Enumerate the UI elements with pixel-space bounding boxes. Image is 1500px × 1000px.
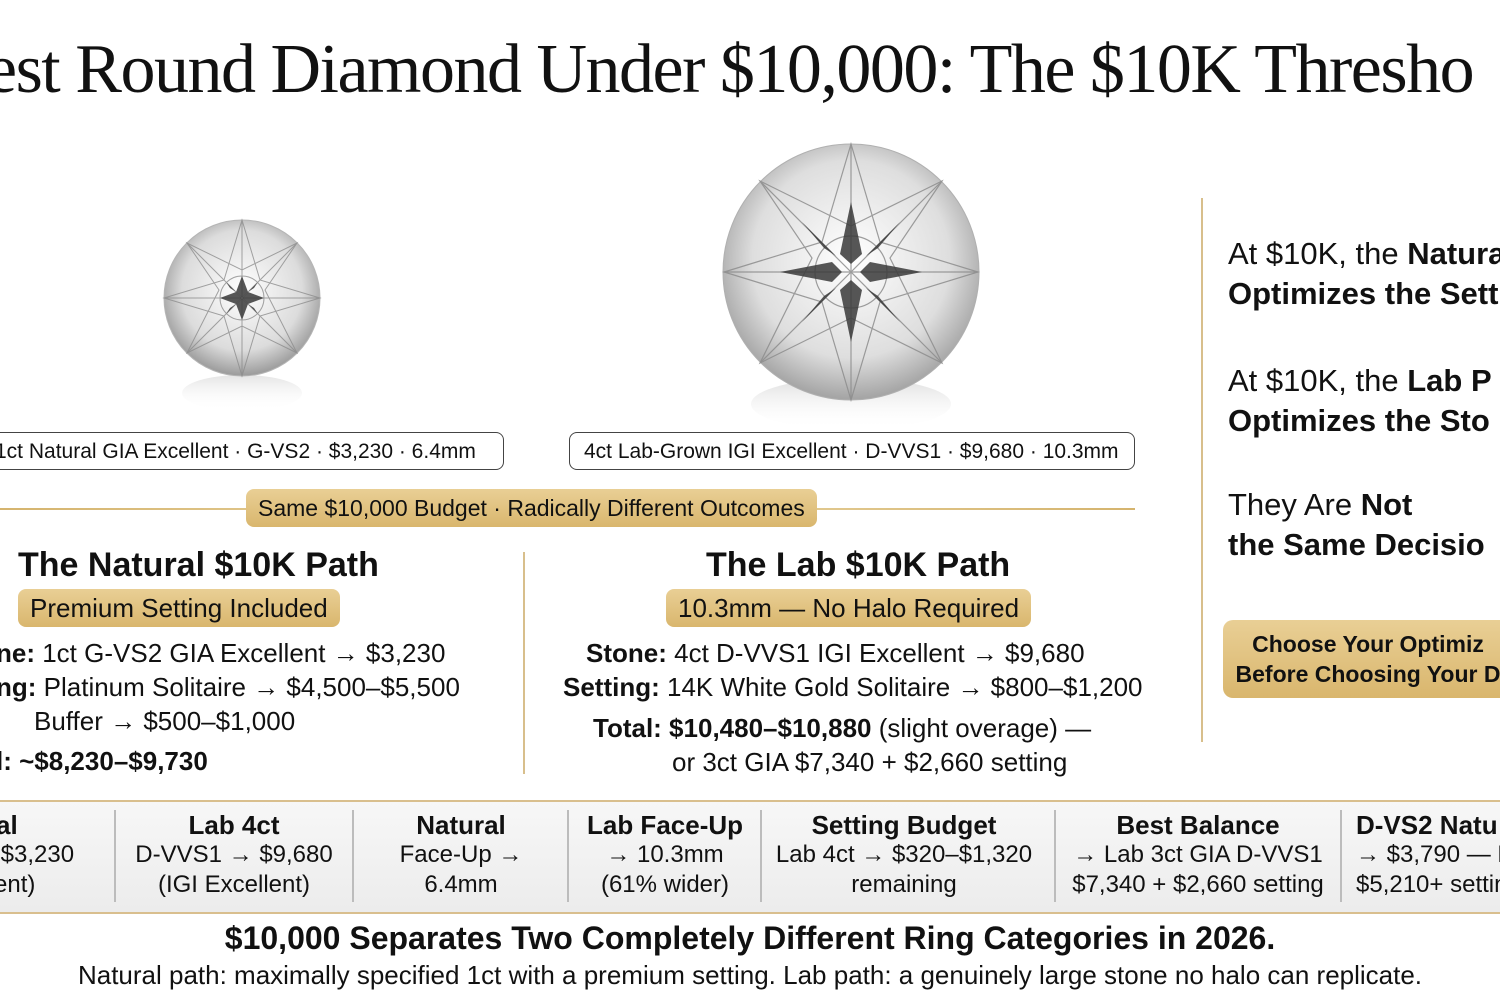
stat-divider	[567, 810, 569, 902]
natural-spec-text: 1ct Natural GIA Excellent · G-VS2 · $3,2…	[0, 440, 476, 463]
natural-buffer-line: Buffer → $500–$1,000	[34, 706, 295, 737]
natural-setting-label: ng:	[0, 672, 37, 702]
lab-setting-label: Setting:	[563, 672, 660, 702]
stat-line-1: D-VVS1 → $9,680	[135, 841, 333, 868]
stat-line-2: ellent)	[0, 871, 36, 898]
cta-line-2: Before Choosing Your D	[1235, 661, 1500, 687]
natural-block-pre: At $10K, the	[1228, 236, 1408, 271]
stat-head: D-VS2 Natu	[1356, 810, 1498, 840]
lab-path-title: The Lab $10K Path	[706, 546, 1011, 584]
natural-stone-line: ne: 1ct G-VS2 GIA Excellent → $3,230	[0, 638, 445, 669]
lab-spec-text: 4ct Lab-Grown IGI Excellent · D-VVS1 · $…	[584, 440, 1119, 463]
stat-cell-natural-1ct: ural → $3,230 ellent)	[0, 810, 110, 900]
lab-diamond-image	[720, 142, 982, 432]
stat-line-2: 6.4mm	[424, 871, 498, 898]
stat-divider	[114, 810, 116, 902]
lab-setting-value: 14K White Gold Solitaire → $800–$1,200	[659, 672, 1143, 702]
stat-line-1: Face-Up →	[399, 841, 523, 868]
stat-cell-natural-faceup: Natural Face-Up → 6.4mm	[356, 810, 566, 900]
stat-line-2: (IGI Excellent)	[157, 871, 311, 898]
lab-alternative-line: or 3ct GIA $7,340 + $2,660 setting	[672, 747, 1067, 778]
decision-block-emph: Not	[1360, 487, 1413, 522]
natural-stone-label: ne:	[0, 638, 35, 668]
budget-banner: Same $10,000 Budget · Radically Differen…	[246, 489, 817, 527]
stat-cell-lab-4ct: Lab 4ct D-VVS1 → $9,680 (IGI Excellent)	[120, 810, 348, 900]
stat-cell-dvs2-natural: D-VS2 Natu → $3,790 — D $5,210+ settin	[1356, 810, 1500, 900]
stat-cell-setting-budget: Setting Budget Lab 4ct → $320–$1,320 rem…	[766, 810, 1042, 900]
stat-cell-lab-faceup: Lab Face-Up → 10.3mm (61% wider)	[570, 810, 760, 900]
lab-path-tag: 10.3mm — No Halo Required	[666, 589, 1032, 627]
lab-total-line: Total: $10,480–$10,880 (slight overage) …	[593, 713, 1091, 744]
stat-line-1: Lab 4ct → $320–$1,320	[775, 841, 1033, 868]
column-divider	[523, 552, 525, 774]
lab-total-value: (slight overage) —	[871, 713, 1092, 743]
stat-head: ural	[0, 810, 18, 840]
stat-cell-best-balance: Best Balance → Lab 3ct GIA D-VVS1 $7,340…	[1060, 810, 1336, 900]
stat-divider	[352, 810, 354, 902]
not-same-decision-block: They Are Not the Same Decisio	[1228, 485, 1485, 565]
stat-line-1: → $3,230	[0, 841, 75, 868]
footer-subtext: Natural path: maximally specified 1ct wi…	[77, 960, 1423, 990]
right-panel-divider	[1201, 198, 1203, 742]
natural-total-line: l: ~$8,230–$9,730	[0, 746, 208, 777]
lab-setting-line: Setting: 14K White Gold Solitaire → $800…	[563, 672, 1143, 703]
stat-line-1: → $3,790 — D	[1356, 841, 1500, 868]
cta-line-1: Choose Your Optimiz	[1252, 631, 1484, 657]
stat-line-2: $5,210+ settin	[1356, 871, 1500, 898]
lab-block-emph: Lab P	[1407, 363, 1492, 398]
stat-line-2: $7,340 + $2,660 setting	[1072, 871, 1324, 898]
decision-block-line2: the Same Decisio	[1228, 527, 1485, 562]
stat-head: Natural	[416, 810, 506, 840]
lab-block-pre: At $10K, the	[1228, 363, 1408, 398]
natural-stone-value: 1ct G-VS2 GIA Excellent → $3,230	[35, 638, 446, 668]
natural-setting-value: Platinum Solitaire → $4,500–$5,500	[36, 672, 460, 702]
lab-spec-label: 4ct Lab-Grown IGI Excellent · D-VVS1 · $…	[569, 432, 1135, 470]
lab-stone-value: 4ct D-VVS1 IGI Excellent → $9,680	[666, 638, 1085, 668]
natural-buffer-value: Buffer → $500–$1,000	[34, 706, 296, 736]
lab-stone-label: Stone:	[586, 638, 667, 668]
natural-spec-label: 1ct Natural GIA Excellent · G-VS2 · $3,2…	[0, 432, 504, 470]
stat-head: Lab Face-Up	[586, 810, 744, 840]
natural-block-line2: Optimizes the Sett	[1228, 276, 1499, 311]
stat-head: Setting Budget	[811, 810, 997, 840]
stat-line-2: (61% wider)	[600, 871, 730, 898]
stat-line-2: remaining	[851, 871, 957, 898]
stat-divider	[1054, 810, 1056, 902]
stat-line-1: → 10.3mm	[606, 841, 724, 868]
lab-total-label: Total: $10,480–$10,880	[593, 713, 872, 743]
lab-optimizes-block: At $10K, the Lab P Optimizes the Sto	[1228, 361, 1492, 441]
decision-block-pre: They Are	[1228, 487, 1361, 522]
natural-path-title: The Natural $10K Path	[18, 546, 379, 584]
lab-block-line2: Optimizes the Sto	[1228, 403, 1490, 438]
choose-optimization-button[interactable]: Choose Your Optimiz Before Choosing Your…	[1223, 620, 1500, 698]
stat-divider	[1340, 810, 1342, 902]
stat-line-1: → Lab 3ct GIA D-VVS1	[1073, 841, 1323, 868]
stat-divider	[760, 810, 762, 902]
page-title: est Round Diamond Under $10,000: The $10…	[0, 31, 1475, 108]
natural-block-emph: Natura	[1407, 236, 1500, 271]
natural-total-label: l: ~$8,230–$9,730	[0, 746, 208, 776]
footer-headline: $10,000 Separates Two Completely Differe…	[224, 920, 1276, 956]
natural-path-tag: Premium Setting Included	[18, 589, 340, 627]
natural-diamond-image	[160, 218, 324, 418]
lab-alternative-value: or 3ct GIA $7,340 + $2,660 setting	[672, 747, 1068, 777]
stat-head: Best Balance	[1116, 810, 1280, 840]
stat-head: Lab 4ct	[188, 810, 280, 840]
comparison-stats-table: ural → $3,230 ellent) Lab 4ct D-VVS1 → $…	[0, 800, 1500, 914]
natural-setting-line: ng: Platinum Solitaire → $4,500–$5,500	[0, 672, 460, 703]
lab-stone-line: Stone: 4ct D-VVS1 IGI Excellent → $9,680	[586, 638, 1085, 669]
natural-optimizes-block: At $10K, the Natura Optimizes the Sett	[1228, 234, 1500, 314]
